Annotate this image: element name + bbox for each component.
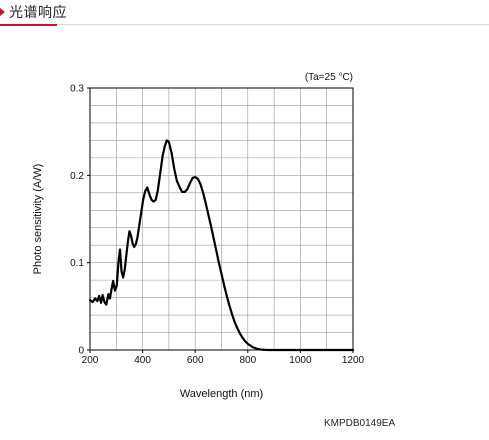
x-tick-label: 1200 — [342, 355, 365, 366]
temperature-annotation: (Ta=25 °C) — [305, 72, 353, 83]
section-title: 光谱响应 — [9, 5, 67, 21]
x-tick-label: 200 — [82, 355, 99, 366]
y-tick-label: 0.2 — [70, 171, 84, 182]
chart-ticks: 200 400 600 800 1000 1200 0 0.1 0.2 0.3 — [70, 84, 364, 367]
sensitivity-curve — [88, 139, 355, 352]
x-axis-label: Wavelength (nm) — [180, 388, 263, 400]
x-tick-label: 400 — [134, 355, 151, 366]
plot-frame — [89, 87, 354, 351]
y-tick-label: 0.3 — [70, 84, 84, 95]
y-tick-label: 0 — [78, 346, 84, 357]
chart-grid — [90, 88, 353, 350]
x-tick-label: 1000 — [289, 355, 312, 366]
header-divider — [0, 24, 489, 25]
x-tick-label: 600 — [187, 355, 204, 366]
document-code: KMPDB0149EA — [324, 418, 396, 429]
y-axis-label: Photo sensitivity (A/W) — [32, 164, 44, 275]
section-header: 光谱响应 — [0, 0, 489, 26]
header-accent-underline — [0, 24, 57, 26]
x-tick-label: 800 — [239, 355, 256, 366]
section-marker-icon — [0, 8, 5, 16]
y-tick-label: 0.1 — [70, 258, 84, 269]
